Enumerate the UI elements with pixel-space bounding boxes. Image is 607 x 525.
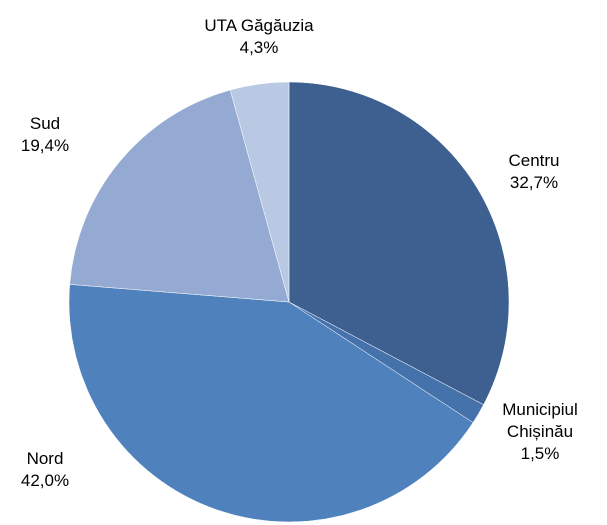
label-value: 1,5%: [520, 444, 560, 463]
pie-slice: [229, 81, 290, 303]
label-value: 42,0%: [20, 471, 70, 490]
label-name: Sud: [29, 114, 61, 133]
label-value: 4,3%: [239, 38, 279, 57]
data-label: Municipiul Chișinău 1,5%: [485, 399, 595, 465]
label-name: UTA Găgăuzia: [204, 16, 314, 35]
label-value: 19,4%: [20, 136, 70, 155]
data-label: Sud 19,4%: [0, 113, 100, 157]
data-label: Centru 32,7%: [479, 150, 589, 194]
pie-slice: [69, 89, 290, 303]
data-label: UTA Găgăuzia 4,3%: [204, 15, 314, 59]
label-name: Nord: [26, 449, 64, 468]
label-value: 32,7%: [509, 173, 559, 192]
pie-slice: [288, 81, 510, 406]
label-name: Centru: [508, 151, 560, 170]
data-label: Nord 42,0%: [0, 448, 100, 492]
pie-slice: [68, 284, 474, 523]
label-name: Municipiul Chișinău: [502, 400, 578, 441]
